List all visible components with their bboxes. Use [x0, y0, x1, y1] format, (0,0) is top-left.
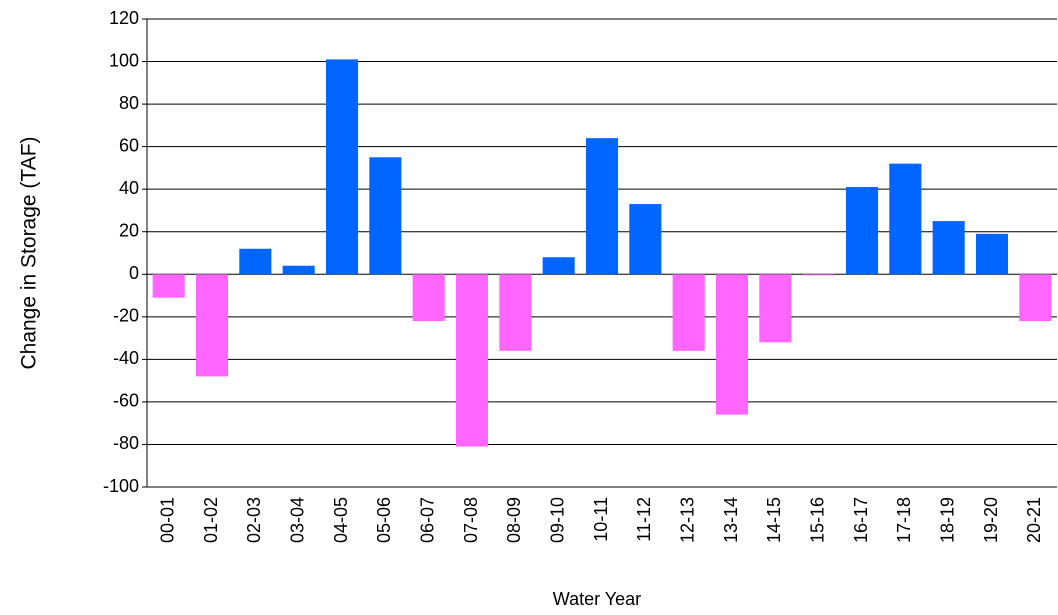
x-tick-label: 08-09 — [504, 497, 524, 543]
x-tick-label: 06-07 — [417, 497, 437, 543]
bar — [932, 221, 965, 275]
bar — [975, 233, 1009, 275]
y-axis-title: Change in Storage (TAF) — [18, 136, 41, 369]
bar — [499, 274, 532, 351]
x-tick-label: 18-19 — [937, 497, 957, 543]
y-tick-label: 20 — [119, 220, 139, 240]
bar — [412, 274, 445, 322]
x-tick-label: 01-02 — [201, 497, 221, 543]
bar — [369, 157, 402, 275]
y-tick-label: 40 — [119, 178, 139, 198]
x-tick-label: 04-05 — [331, 497, 351, 543]
y-tick-label: 80 — [119, 93, 139, 113]
bar — [672, 274, 705, 351]
y-tick-label: 100 — [109, 50, 139, 70]
y-tick-label: 0 — [129, 263, 139, 283]
bar — [802, 274, 835, 276]
x-tick-label: 19-20 — [981, 497, 1001, 543]
x-tick-label: 10-11 — [591, 497, 611, 542]
y-tick-label: -40 — [113, 348, 139, 368]
y-tick-label: -60 — [113, 391, 139, 411]
bar — [152, 274, 185, 298]
x-tick-label: 17-18 — [894, 497, 914, 543]
x-tick-label: 00-01 — [157, 497, 177, 543]
x-tick-label: 02-03 — [244, 497, 264, 543]
x-tick-label: 13-14 — [721, 497, 741, 543]
bar — [195, 274, 229, 377]
x-tick-label: 09-10 — [547, 497, 567, 543]
bar — [715, 274, 749, 415]
x-tick-label: 20-21 — [1024, 497, 1044, 543]
bar — [1019, 274, 1052, 322]
x-tick-label: 03-04 — [287, 497, 307, 543]
x-tick-label: 05-06 — [374, 497, 394, 543]
y-tick-label: 120 — [109, 8, 139, 28]
bar — [542, 257, 575, 275]
bar — [889, 163, 922, 275]
y-tick-label: 60 — [119, 135, 139, 155]
x-tick-label: 11-12 — [634, 497, 654, 542]
x-tick-label: 16-17 — [851, 497, 871, 543]
x-tick-label: 15-16 — [807, 497, 827, 543]
x-tick-label: 12-13 — [677, 497, 697, 543]
bar — [759, 274, 792, 343]
bar — [325, 59, 359, 275]
x-axis-title: Water Year — [553, 589, 641, 609]
bar — [845, 187, 879, 275]
bar — [585, 138, 619, 275]
x-tick-label: 14-15 — [764, 497, 784, 543]
bar — [239, 248, 272, 275]
bar — [455, 274, 489, 447]
y-tick-label: -20 — [113, 306, 139, 326]
bar — [629, 204, 662, 275]
bar — [282, 265, 315, 275]
x-tick-label: 07-08 — [461, 497, 481, 543]
y-tick-label: -100 — [103, 476, 139, 496]
y-tick-label: -80 — [113, 433, 139, 453]
